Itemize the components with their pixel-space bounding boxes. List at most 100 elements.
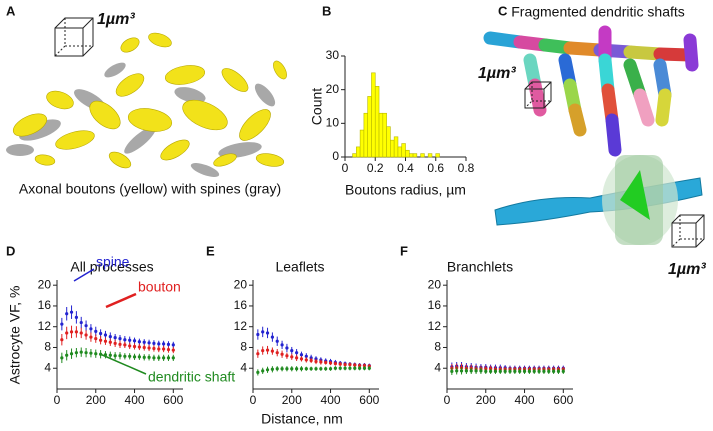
data-point <box>157 347 161 351</box>
y-axis-label: Astrocyte VF, % <box>7 286 23 385</box>
data-point <box>74 315 78 319</box>
scale-cube <box>524 81 552 109</box>
data-point <box>94 329 98 333</box>
annotation-arrow <box>73 268 95 282</box>
bar <box>367 96 372 158</box>
data-point <box>261 369 265 373</box>
data-point <box>94 352 98 356</box>
data-point <box>556 369 561 373</box>
data-point <box>290 355 294 359</box>
data-point <box>128 344 132 348</box>
data-point <box>162 347 166 351</box>
panel-letter: D <box>6 243 15 258</box>
data-point <box>137 355 141 359</box>
data-point <box>123 338 127 342</box>
data-point <box>171 348 175 352</box>
x-tick-label: 0.8 <box>458 161 475 175</box>
y-tick-label: 10 <box>326 116 340 130</box>
data-point <box>304 358 308 362</box>
bar <box>371 72 376 158</box>
data-point <box>542 369 546 373</box>
y-tick-label: 12 <box>428 319 442 333</box>
x-tick-label: 200 <box>476 393 496 407</box>
data-point <box>74 351 78 355</box>
x-tick-label: 600 <box>359 393 379 407</box>
bar <box>382 112 387 158</box>
bar <box>405 149 410 158</box>
y-tick-label: 20 <box>38 277 52 291</box>
y-tick-label: 4 <box>434 360 441 374</box>
bar <box>427 153 433 158</box>
data-point <box>455 369 459 373</box>
bar <box>363 112 368 158</box>
data-point <box>270 335 274 339</box>
data-point <box>157 356 161 360</box>
data-point <box>547 369 551 373</box>
y-tick-label: 0 <box>332 149 339 163</box>
data-point <box>309 367 313 371</box>
x-tick-label: 400 <box>125 393 145 407</box>
data-point <box>489 369 493 373</box>
data-point <box>285 354 289 358</box>
data-point <box>69 330 74 334</box>
x-tick-label: 200 <box>86 393 106 407</box>
data-point <box>464 369 468 373</box>
data-point <box>304 367 308 371</box>
data-point <box>89 327 93 331</box>
data-point <box>324 360 328 365</box>
y-tick-label: 30 <box>326 48 340 62</box>
data-point <box>142 340 146 344</box>
x-tick-label: 400 <box>321 393 341 407</box>
panel-letter: C <box>498 3 508 18</box>
scale-label: 1µm³ <box>668 261 706 278</box>
scale-label: 1µm³ <box>478 65 516 82</box>
bar <box>356 146 361 158</box>
data-point <box>152 341 156 345</box>
data-point <box>132 339 137 343</box>
data-point <box>118 337 122 341</box>
data-point <box>84 324 88 328</box>
data-point <box>319 367 323 371</box>
data-point <box>261 330 265 334</box>
data-point <box>123 354 127 358</box>
data-point <box>333 361 337 366</box>
y-tick-label: 20 <box>326 82 340 96</box>
data-point <box>328 361 333 365</box>
data-point <box>79 320 83 325</box>
data-point <box>518 369 522 373</box>
x-tick-label: 0.4 <box>397 161 414 175</box>
x-tick-label: 600 <box>163 393 183 407</box>
data-point <box>99 338 103 342</box>
data-point <box>137 345 141 349</box>
data-point <box>474 369 478 373</box>
panel-letter: B <box>322 3 331 18</box>
data-point <box>362 366 367 370</box>
data-point <box>128 338 132 342</box>
panel-letter: F <box>400 243 408 258</box>
data-point <box>256 332 260 337</box>
x-tick-label: 0 <box>250 393 257 407</box>
bar <box>401 143 406 158</box>
data-point <box>493 369 498 373</box>
data-point <box>275 367 279 371</box>
bar <box>393 136 399 158</box>
data-point <box>265 348 270 352</box>
y-tick-label: 20 <box>234 277 248 291</box>
y-axis-label: Count <box>309 88 325 125</box>
data-point <box>118 354 122 358</box>
data-point <box>157 342 161 346</box>
data-point <box>152 346 156 351</box>
annotation-arrow <box>99 353 147 375</box>
data-point <box>319 360 323 364</box>
chart-title: Branchlets <box>447 259 513 275</box>
x-tick-label: 400 <box>515 393 535 407</box>
y-tick-label: 8 <box>434 340 441 354</box>
data-point <box>290 367 294 371</box>
data-point <box>65 331 69 335</box>
x-axis-label: Boutons radius, µm <box>345 182 466 198</box>
y-tick-label: 4 <box>44 360 51 374</box>
data-point <box>270 367 274 371</box>
y-tick-label: 12 <box>234 319 248 333</box>
bar <box>386 126 391 158</box>
y-tick-label: 8 <box>240 340 247 354</box>
